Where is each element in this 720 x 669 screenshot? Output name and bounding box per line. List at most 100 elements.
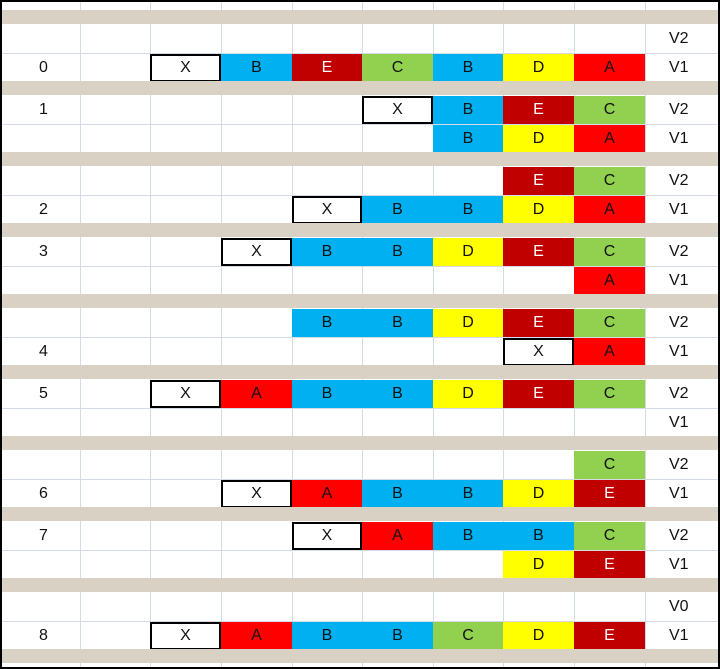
block-a: A — [221, 622, 292, 650]
version-label: V2 — [669, 242, 689, 260]
block-a: A — [574, 54, 645, 82]
block-b: B — [362, 309, 433, 337]
group-separator — [2, 578, 718, 592]
block-b: B — [362, 480, 433, 508]
block-c: C — [574, 451, 645, 479]
grid-row-line — [2, 479, 718, 480]
block-c: C — [574, 380, 645, 408]
version-label: V1 — [669, 342, 689, 360]
version-label: V2 — [669, 455, 689, 473]
block-d: D — [433, 380, 503, 408]
group-separator — [2, 436, 718, 450]
grid-row-line — [2, 266, 718, 267]
block-e: E — [574, 622, 645, 650]
grid-column-line — [221, 2, 222, 667]
block-a: A — [574, 196, 645, 224]
block-b: B — [292, 309, 362, 337]
block-a: A — [292, 480, 362, 508]
block-b: B — [292, 238, 362, 266]
group-separator — [2, 223, 718, 237]
version-label: V1 — [669, 555, 689, 573]
empty-slot-x: X — [362, 96, 433, 124]
block-d: D — [503, 480, 574, 508]
step-index: 4 — [39, 342, 48, 360]
empty-slot-x: X — [221, 480, 292, 508]
empty-slot-x: X — [503, 338, 574, 366]
version-label: V1 — [669, 58, 689, 76]
block-c: C — [574, 309, 645, 337]
block-e: E — [503, 309, 574, 337]
step-index: 2 — [39, 200, 48, 218]
version-label: V1 — [669, 129, 689, 147]
step-index: 6 — [39, 484, 48, 502]
grid-column-line — [80, 2, 81, 667]
grid-row-line — [2, 124, 718, 125]
version-label: V2 — [669, 384, 689, 402]
block-a: A — [574, 338, 645, 366]
group-separator — [2, 507, 718, 521]
empty-slot-x: X — [221, 238, 292, 266]
step-index: 3 — [39, 242, 48, 260]
block-a: A — [574, 125, 645, 153]
block-d: D — [503, 54, 574, 82]
block-b: B — [362, 238, 433, 266]
block-e: E — [503, 238, 574, 266]
empty-slot-x: X — [150, 54, 221, 82]
version-label: V2 — [669, 100, 689, 118]
step-index: 7 — [39, 526, 48, 544]
block-c: C — [433, 622, 503, 650]
block-b: B — [433, 54, 503, 82]
group-separator — [2, 649, 718, 663]
group-separator — [2, 365, 718, 379]
grid-column-line — [645, 2, 646, 667]
group-separator — [2, 10, 718, 24]
step-index: 5 — [39, 384, 48, 402]
grid-row-line — [2, 408, 718, 409]
grid-row-line — [2, 550, 718, 551]
step-index: 8 — [39, 626, 48, 644]
grid-column-line — [150, 2, 151, 667]
block-d: D — [503, 125, 574, 153]
block-b: B — [433, 480, 503, 508]
grid-row-line — [2, 337, 718, 338]
group-separator — [2, 294, 718, 308]
block-a: A — [221, 380, 292, 408]
block-b: B — [433, 96, 503, 124]
empty-slot-x: X — [292, 522, 362, 550]
empty-slot-x: X — [150, 380, 221, 408]
block-d: D — [503, 551, 574, 579]
block-e: E — [503, 167, 574, 195]
block-d: D — [433, 238, 503, 266]
block-b: B — [503, 522, 574, 550]
grid-row-line — [2, 621, 718, 622]
grid-row-line — [2, 53, 718, 54]
empty-slot-x: X — [150, 622, 221, 650]
block-c: C — [574, 522, 645, 550]
block-e: E — [574, 480, 645, 508]
version-label: V1 — [669, 271, 689, 289]
block-c: C — [574, 238, 645, 266]
block-c: C — [362, 54, 433, 82]
block-b: B — [221, 54, 292, 82]
version-label: V1 — [669, 413, 689, 431]
block-e: E — [292, 54, 362, 82]
block-c: C — [574, 96, 645, 124]
block-d: D — [503, 622, 574, 650]
block-b: B — [433, 196, 503, 224]
block-b: B — [433, 125, 503, 153]
version-label: V1 — [669, 626, 689, 644]
block-e: E — [503, 96, 574, 124]
step-index: 0 — [39, 58, 48, 76]
block-b: B — [433, 522, 503, 550]
block-c: C — [574, 167, 645, 195]
block-a: A — [574, 267, 645, 295]
group-separator — [2, 152, 718, 166]
version-label: V2 — [669, 171, 689, 189]
block-d: D — [433, 309, 503, 337]
version-label: V2 — [669, 313, 689, 331]
block-e: E — [503, 380, 574, 408]
version-label: V2 — [669, 526, 689, 544]
block-d: D — [503, 196, 574, 224]
block-b: B — [362, 380, 433, 408]
